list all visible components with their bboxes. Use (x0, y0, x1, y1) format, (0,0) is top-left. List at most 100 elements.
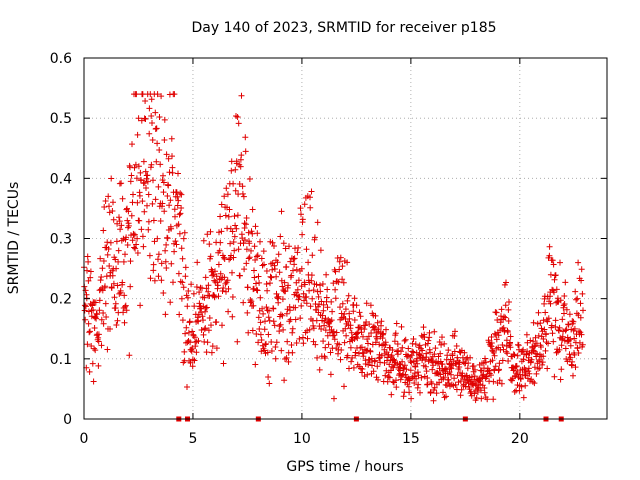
data-point (467, 354, 474, 361)
data-point (451, 333, 458, 339)
data-point (176, 230, 183, 237)
data-point (300, 334, 306, 341)
data-point (419, 347, 426, 354)
data-point (249, 327, 256, 334)
data-point (349, 354, 356, 361)
data-point (399, 344, 406, 351)
data-point (414, 369, 421, 376)
data-point (219, 322, 225, 329)
data-point (472, 366, 478, 373)
data-point (203, 285, 210, 292)
data-point (341, 339, 348, 346)
data-point (287, 316, 294, 323)
data-point (531, 364, 538, 371)
data-point (97, 255, 104, 262)
data-point (170, 279, 176, 286)
data-point (129, 141, 135, 148)
data-point (90, 378, 97, 385)
data-point (561, 293, 568, 299)
data-point (136, 217, 143, 224)
data-point (241, 225, 248, 231)
data-point (189, 363, 196, 370)
data-point (275, 293, 282, 300)
data-point (239, 190, 246, 197)
data-point (366, 321, 373, 328)
data-point (160, 172, 166, 179)
data-point (544, 365, 551, 372)
data-point (253, 331, 260, 337)
data-point (506, 299, 512, 305)
data-point (530, 347, 537, 354)
data-point (278, 347, 285, 354)
data-point (538, 325, 545, 332)
data-point (292, 316, 299, 323)
data-point (290, 267, 296, 274)
data-point (283, 263, 290, 270)
data-point (353, 333, 360, 340)
data-point (423, 354, 430, 361)
data-point (150, 261, 157, 268)
data-point (372, 324, 379, 331)
data-point (147, 275, 154, 282)
data-point (447, 356, 454, 363)
data-point (100, 258, 107, 264)
data-point (263, 281, 270, 287)
data-point (117, 226, 124, 233)
data-point (142, 168, 149, 175)
data-point (390, 378, 396, 385)
data-point (520, 394, 527, 401)
data-point (146, 252, 153, 259)
data-point (133, 91, 140, 98)
data-point (178, 245, 185, 252)
data-point (152, 196, 159, 203)
data-point (391, 338, 398, 345)
data-point (323, 271, 330, 278)
data-point (109, 208, 116, 214)
data-point (562, 345, 569, 352)
data-point (559, 333, 566, 340)
data-point (579, 341, 586, 348)
data-point (423, 368, 430, 375)
data-point (249, 206, 256, 213)
data-point (156, 147, 163, 153)
x-tick-label: 15 (402, 431, 420, 447)
data-point (274, 259, 281, 266)
data-point (162, 311, 169, 318)
data-point (368, 355, 375, 362)
data-point (94, 311, 100, 318)
data-point (243, 221, 249, 228)
data-point (253, 286, 260, 293)
data-point (411, 380, 418, 386)
data-point (315, 293, 322, 300)
data-point (167, 299, 174, 306)
data-point (206, 241, 213, 248)
data-point (382, 372, 389, 379)
data-point (493, 336, 500, 343)
data-point (148, 96, 155, 103)
data-point (351, 317, 358, 323)
data-point (149, 137, 156, 143)
data-point (567, 336, 574, 343)
data-point (331, 336, 338, 343)
data-point (403, 366, 410, 373)
data-point (174, 193, 181, 200)
data-point (205, 327, 212, 334)
data-point (539, 361, 546, 368)
data-point (542, 309, 549, 316)
data-point (309, 252, 316, 259)
data-point (310, 287, 317, 294)
data-point (179, 317, 186, 324)
data-point (157, 218, 164, 224)
data-point (571, 351, 578, 358)
data-point (296, 293, 303, 300)
data-point (567, 354, 574, 361)
data-point (161, 208, 168, 215)
data-point (198, 327, 205, 333)
data-point (235, 246, 242, 253)
data-point (356, 309, 363, 316)
data-point (303, 300, 310, 307)
data-point (112, 300, 119, 307)
data-point (153, 125, 160, 132)
data-point (185, 329, 192, 336)
data-point (235, 120, 242, 127)
